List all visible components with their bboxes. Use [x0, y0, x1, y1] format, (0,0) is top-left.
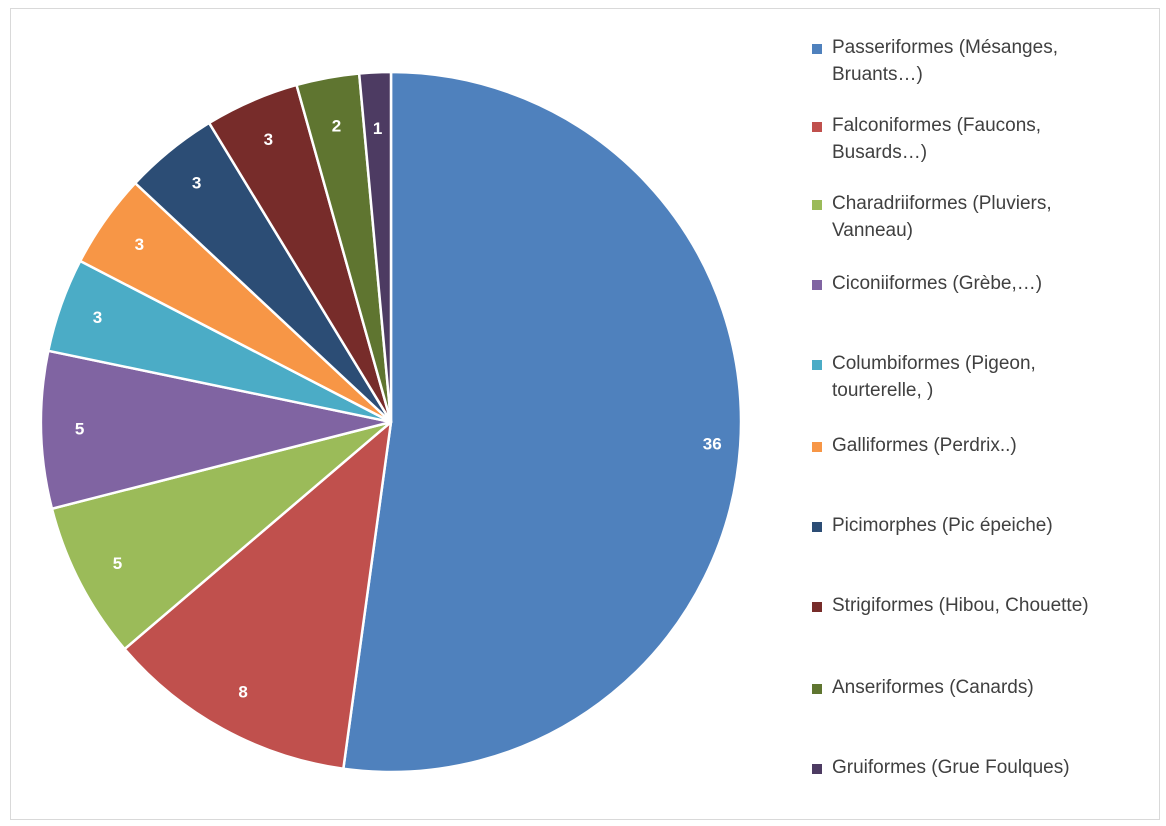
pie-data-labels: 36 8 5 5 3 3 3 3 2 1: [75, 117, 722, 702]
legend-item: Galliformes (Perdrix..): [812, 432, 1152, 459]
pie-data-label: 8: [238, 683, 247, 702]
legend-label: Ciconiiformes (Grèbe,…): [832, 273, 1043, 294]
legend-item: Picimorphes (Pic épeiche): [812, 512, 1152, 539]
pie-data-label: 1: [373, 119, 382, 138]
pie-slice: [39, 349, 393, 510]
legend-label: Anseriformes (Canards): [832, 677, 1034, 698]
pie-data-label: 3: [192, 174, 201, 193]
pie-slice: [357, 70, 393, 424]
legend-label: Columbiformes (Pigeon, tourterelle, ): [832, 353, 1036, 401]
pie-slice: [342, 70, 743, 774]
legend-item: Falconiformes (Faucons, Busards…): [812, 112, 1152, 166]
pie-slice: [50, 420, 393, 651]
legend-label: Picimorphes (Pic épeiche): [832, 515, 1053, 536]
legend-item: Anseriformes (Canards): [812, 674, 1152, 701]
legend-label: Strigiformes (Hibou, Chouette): [832, 595, 1089, 616]
legend-swatch: [812, 764, 822, 774]
legend-label: Falconiformes (Faucons, Busards…): [832, 115, 1042, 163]
legend-label: Passeriformes (Mésanges, Bruants…): [832, 37, 1058, 85]
pie-data-label: 3: [264, 130, 273, 149]
legend-swatch: [812, 360, 822, 370]
legend-label: Gruiformes (Grue Foulques): [832, 757, 1070, 778]
legend-item: Strigiformes (Hibou, Chouette): [812, 592, 1152, 619]
legend-item: Passeriformes (Mésanges, Bruants…): [812, 34, 1152, 88]
legend: Passeriformes (Mésanges, Bruants…) Falcon…: [812, 0, 1152, 826]
pie-data-label: 3: [93, 308, 102, 327]
legend-item: Columbiformes (Pigeon, tourterelle, ): [812, 350, 1152, 404]
legend-swatch: [812, 122, 822, 132]
legend-item: Ciconiiformes (Grèbe,…): [812, 270, 1152, 297]
pie-data-label: 5: [113, 554, 122, 573]
legend-item: Charadriiformes (Pluviers, Vanneau): [812, 190, 1152, 244]
legend-swatch: [812, 44, 822, 54]
legend-swatch: [812, 442, 822, 452]
pie-data-label: 36: [703, 435, 722, 454]
legend-label: Galliformes (Perdrix..): [832, 435, 1017, 456]
legend-swatch: [812, 522, 822, 532]
legend-swatch: [812, 200, 822, 210]
legend-swatch: [812, 602, 822, 612]
pie-data-label: 2: [332, 117, 341, 136]
legend-item: Gruiformes (Grue Foulques): [812, 754, 1152, 781]
legend-swatch: [812, 280, 822, 290]
pie-slice: [123, 420, 393, 770]
pie-data-label: 5: [75, 420, 84, 439]
legend-label: Charadriiformes (Pluviers, Vanneau): [832, 193, 1052, 241]
pie-data-label: 3: [135, 235, 144, 254]
pie-slices: [39, 70, 743, 774]
legend-swatch: [812, 684, 822, 694]
